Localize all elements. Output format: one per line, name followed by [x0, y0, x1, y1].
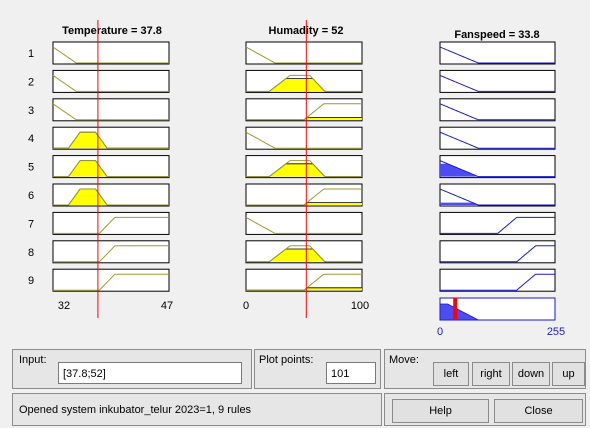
- humidity-mf-curve: [246, 273, 362, 291]
- aggregate-area: [439, 303, 555, 321]
- close-button[interactable]: Close: [494, 399, 583, 423]
- status-text: Opened system inkubator_telur 2023=1, 9 …: [19, 404, 252, 416]
- rule-number-2: 2: [28, 76, 34, 88]
- humidity-fired-area: [246, 163, 362, 177]
- fanspeed-mf-curve: [439, 103, 555, 121]
- fanspeed-max-label: 255: [547, 326, 565, 338]
- fanspeed-mf-curve: [439, 131, 555, 149]
- temperature-mf-box[interactable]: [52, 41, 170, 65]
- temperature-mf-box[interactable]: [52, 69, 170, 93]
- humidity-fired-area: [246, 287, 362, 291]
- temperature-mf-curve: [53, 131, 169, 149]
- fanspeed-min-label: 0: [437, 326, 443, 338]
- humidity-mf-box[interactable]: [245, 41, 363, 65]
- rule-number-7: 7: [28, 218, 34, 230]
- temperature-mf-box[interactable]: [52, 211, 170, 235]
- help-button[interactable]: Help: [392, 399, 489, 423]
- temperature-title: Temperature = 37.8: [62, 25, 162, 37]
- rule-number-labels: 1 2 3 4 5 6 7 8 9: [28, 48, 34, 287]
- humidity-max-label: 100: [351, 300, 369, 312]
- humidity-mf-curve: [246, 160, 362, 178]
- temperature-mf-curve: [53, 160, 169, 178]
- humidity-mf-curve: [245, 216, 362, 234]
- fanspeed-mf-box[interactable]: [439, 126, 556, 150]
- plot-points-field[interactable]: 101: [326, 362, 376, 384]
- fanspeed-mf-box[interactable]: [439, 98, 556, 122]
- temperature-mf-curve: [53, 245, 169, 263]
- move-right-button[interactable]: right: [472, 362, 510, 386]
- plot-points-label: Plot points:: [259, 354, 314, 366]
- temperature-mf-curve: [52, 74, 169, 92]
- humidity-column: [245, 41, 363, 292]
- humidity-fired-area: [246, 249, 362, 262]
- aggregate-output: [439, 297, 556, 321]
- rule-number-8: 8: [28, 247, 34, 259]
- move-up-button[interactable]: up: [552, 362, 585, 386]
- fanspeed-fired-area: [440, 163, 555, 177]
- move-down-button[interactable]: down: [512, 362, 550, 386]
- move-label: Move:: [389, 354, 419, 366]
- move-left-button[interactable]: left: [433, 362, 469, 386]
- temperature-max-label: 47: [161, 300, 173, 312]
- fanspeed-mf-curve: [440, 273, 555, 291]
- fanspeed-mf-curve: [440, 216, 555, 234]
- rule-number-4: 4: [28, 133, 34, 145]
- fanspeed-mf-box[interactable]: [439, 69, 556, 93]
- humidity-fired-area: [246, 78, 362, 92]
- temperature-fired-area: [53, 189, 169, 205]
- status-panel: Opened system inkubator_telur 2023=1, 9 …: [12, 393, 382, 426]
- move-panel: Move: left right down up: [384, 349, 586, 389]
- temperature-mf-box[interactable]: [52, 240, 170, 264]
- fanspeed-column: [439, 41, 556, 292]
- fanspeed-mf-curve: [439, 74, 555, 92]
- fanspeed-mf-box[interactable]: [439, 268, 556, 292]
- fanspeed-mf-curve: [440, 245, 555, 263]
- humidity-mf-curve: [246, 103, 362, 121]
- humidity-min-label: 0: [243, 300, 249, 312]
- temperature-fired-area: [53, 132, 169, 149]
- temperature-mf-curve: [53, 216, 169, 234]
- temperature-fired-area: [53, 160, 169, 177]
- fanspeed-mf-box[interactable]: [439, 240, 556, 264]
- input-field[interactable]: [37.8;52]: [58, 362, 242, 384]
- plot-points-panel: Plot points: 101: [254, 349, 381, 389]
- humidity-fired-area: [246, 117, 362, 120]
- input-label: Input:: [19, 354, 47, 366]
- fanspeed-mf-curve: [439, 188, 555, 206]
- temperature-mf-curve: [52, 103, 169, 121]
- humidity-mf-curve: [246, 188, 362, 206]
- humidity-mf-curve: [246, 74, 362, 92]
- fanspeed-mf-box[interactable]: [439, 41, 556, 65]
- temperature-column: [52, 41, 170, 292]
- humidity-mf-box[interactable]: [245, 126, 363, 150]
- humidity-mf-curve: [246, 245, 362, 263]
- input-panel: Input: [37.8;52]: [12, 349, 252, 389]
- rule-number-6: 6: [28, 190, 34, 202]
- fanspeed-mf-box[interactable]: [439, 211, 556, 235]
- rule-number-1: 1: [28, 48, 34, 60]
- humidity-mf-curve: [245, 131, 362, 149]
- temperature-mf-box[interactable]: [52, 268, 170, 292]
- fanspeed-fired-area: [440, 202, 555, 205]
- rule-viewer-plot: Temperature = 37.8 Humadity = 52 Fanspee…: [28, 20, 565, 338]
- humidity-mf-curve: [245, 46, 362, 64]
- rule-number-5: 5: [28, 162, 34, 174]
- temperature-mf-box[interactable]: [52, 98, 170, 122]
- humidity-fired-area: [246, 202, 362, 205]
- button-panel: Help Close: [384, 393, 586, 426]
- humidity-mf-box[interactable]: [245, 211, 363, 235]
- temperature-mf-curve: [53, 273, 169, 291]
- fanspeed-title: Fanspeed = 33.8: [454, 29, 539, 41]
- temperature-mf-curve: [52, 46, 169, 64]
- fanspeed-mf-curve: [439, 160, 555, 178]
- rule-number-9: 9: [28, 275, 34, 287]
- temperature-min-label: 32: [58, 300, 70, 312]
- crisp-value-lines[interactable]: [97, 20, 458, 320]
- temperature-mf-curve: [53, 188, 169, 206]
- rule-number-3: 3: [28, 105, 34, 117]
- fanspeed-mf-curve: [439, 46, 555, 64]
